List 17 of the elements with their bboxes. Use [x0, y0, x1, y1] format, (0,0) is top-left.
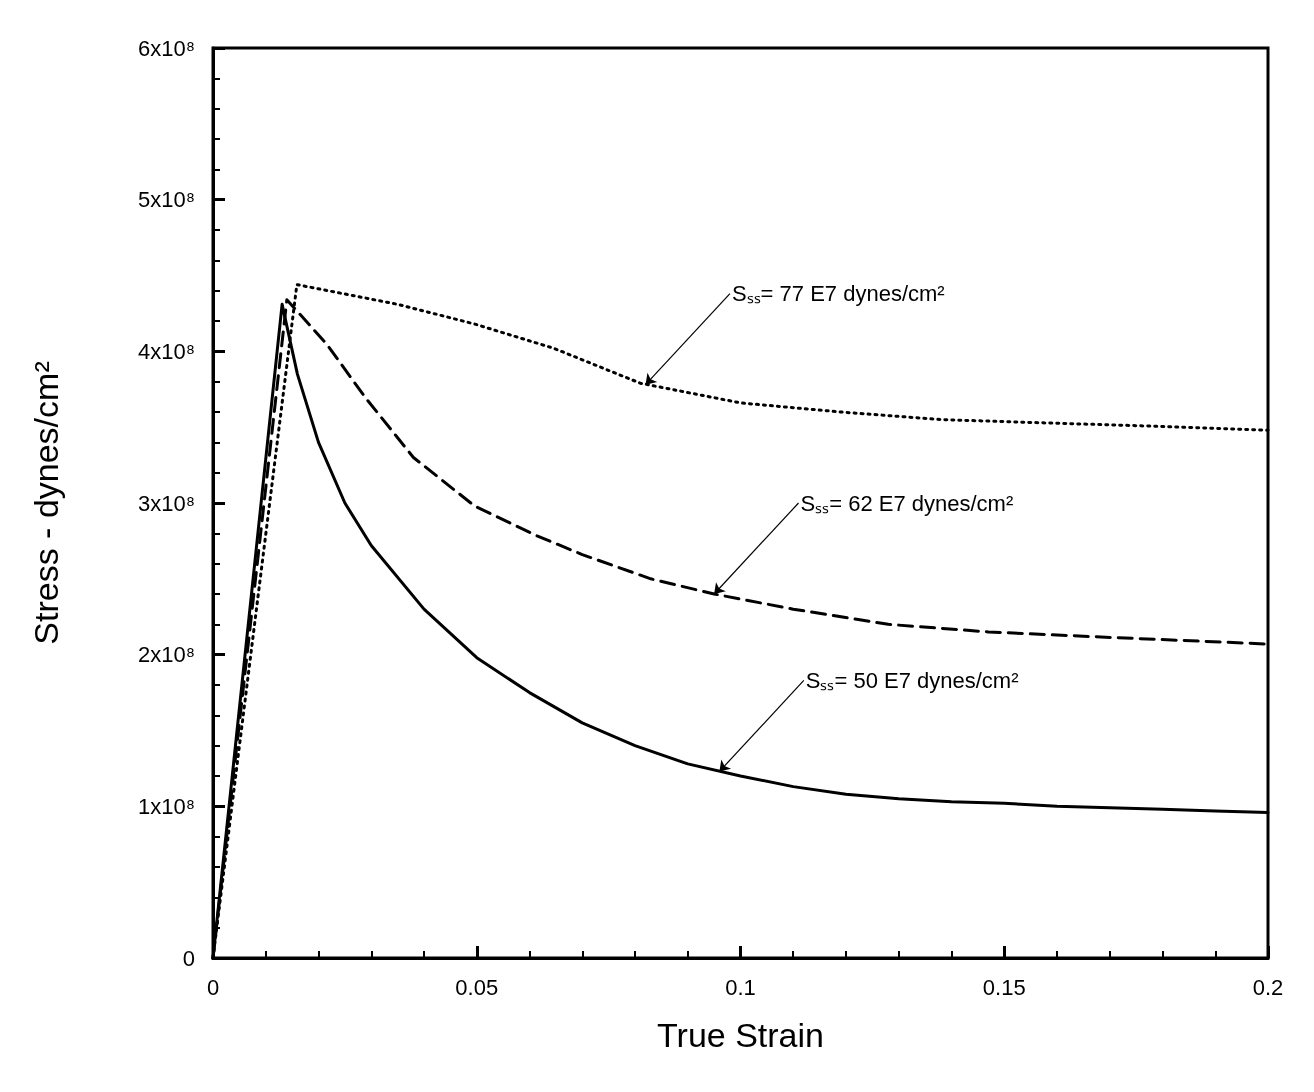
- y-axis-title: Stress - dynes/cm²: [27, 361, 65, 645]
- x-axis-title: True Strain: [657, 1016, 824, 1054]
- annotation: Sₛₛ= 77 E7 dynes/cm²: [731, 281, 945, 307]
- x-tick-label: 0.15: [982, 974, 1026, 1000]
- x-tick-label: 0.1: [725, 974, 756, 1000]
- y-tick-label: 0: [182, 945, 195, 971]
- y-tick-label: 6x10⁸: [138, 35, 195, 61]
- annotation: Sₛₛ= 50 E7 dynes/cm²: [805, 667, 1019, 693]
- y-tick-label: 3x10⁸: [138, 490, 195, 516]
- annotation: Sₛₛ= 62 E7 dynes/cm²: [800, 490, 1014, 516]
- y-tick-label: 5x10⁸: [138, 187, 195, 213]
- y-tick-label: 2x10⁸: [138, 642, 195, 668]
- y-tick-label: 4x10⁸: [138, 338, 195, 364]
- x-tick-label: 0.2: [1252, 974, 1284, 1000]
- x-tick-label: 0.05: [455, 974, 499, 1000]
- x-tick-label: 0: [206, 974, 220, 1000]
- y-tick-label: 1x10⁸: [138, 793, 195, 819]
